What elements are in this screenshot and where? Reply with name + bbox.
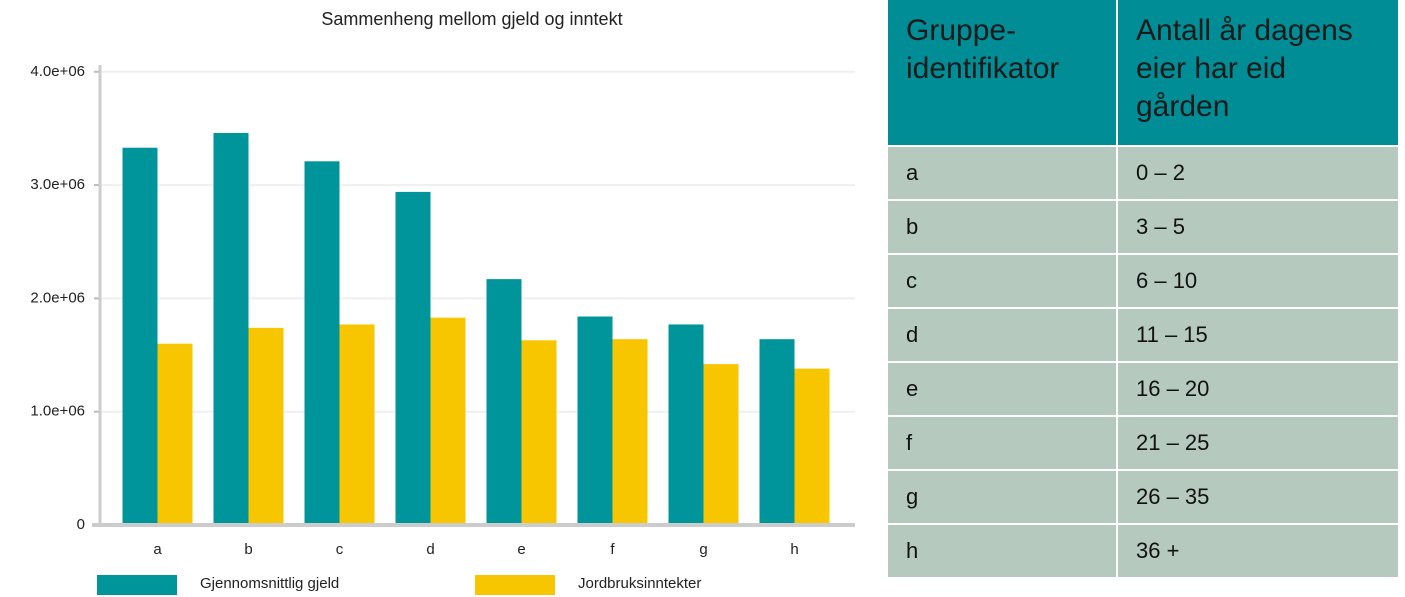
x-tick-label: a <box>153 541 162 558</box>
table-cell: 36 + <box>1117 524 1398 579</box>
bar <box>668 324 704 525</box>
y-tick-label: 4.0e+06 <box>30 63 85 80</box>
y-tick-label: 0 <box>77 516 85 533</box>
table-cell: c <box>888 254 1118 309</box>
x-tick-label: e <box>517 541 525 558</box>
y-tick-label: 2.0e+06 <box>30 289 85 306</box>
bar <box>248 327 284 525</box>
table-cell: b <box>888 200 1118 255</box>
table-cell: e <box>888 362 1118 417</box>
y-tick-label: 1.0e+06 <box>30 403 85 420</box>
bar <box>339 324 375 525</box>
table-cell: a <box>888 146 1118 201</box>
table-cell: d <box>888 308 1118 363</box>
table: Gruppe-identifikator Antall år dagens ei… <box>888 0 1398 579</box>
table-cell: g <box>888 470 1118 525</box>
x-tick-label: f <box>610 541 615 558</box>
legend-label: Gjennomsnittlig gjeld <box>200 575 339 592</box>
bar <box>703 364 739 525</box>
bar <box>304 161 340 525</box>
bar <box>521 340 557 525</box>
table-row: f 21 – 25 <box>888 416 1398 471</box>
x-tick-label: d <box>426 541 434 558</box>
bar <box>486 279 522 525</box>
chart: Sammenheng mellom gjeld og inntekt 0 1.0e… <box>30 9 855 595</box>
table-cell: 21 – 25 <box>1117 416 1398 471</box>
table-cell: 26 – 35 <box>1117 470 1398 525</box>
legend-label: Jordbruksinntekter <box>578 575 701 592</box>
table-cell: h <box>888 524 1118 579</box>
bar <box>430 317 466 525</box>
x-tick-label: h <box>790 541 798 558</box>
x-tick-label: g <box>699 541 707 558</box>
bar <box>157 343 193 525</box>
table-row: h 36 + <box>888 524 1398 579</box>
chart-title: Sammenheng mellom gjeld og inntekt <box>321 9 622 29</box>
table-row: e 16 – 20 <box>888 362 1398 417</box>
legend-swatch <box>97 575 177 595</box>
header-row: Gruppe-identifikator Antall år dagens ei… <box>888 0 1398 147</box>
bar <box>395 191 431 525</box>
table-cell: 0 – 2 <box>1117 146 1398 201</box>
table-cell: 6 – 10 <box>1117 254 1398 309</box>
bar <box>122 147 158 526</box>
bar <box>612 339 648 525</box>
table-cell: 11 – 15 <box>1117 308 1398 363</box>
table-cell: f <box>888 416 1118 471</box>
header-cell: Antall år dagens eier har eid gården <box>1117 0 1398 147</box>
table-row: d 11 – 15 <box>888 308 1398 363</box>
table-cell: 3 – 5 <box>1117 200 1398 255</box>
bar <box>577 316 613 525</box>
legend-swatch <box>475 575 555 595</box>
table-row: g 26 – 35 <box>888 470 1398 525</box>
header-cell: Gruppe-identifikator <box>888 0 1118 147</box>
x-tick-label: c <box>336 541 344 558</box>
x-tick-label: b <box>244 541 252 558</box>
y-tick-label: 3.0e+06 <box>30 176 85 193</box>
bar <box>759 339 795 525</box>
bar <box>794 368 830 525</box>
bar <box>213 132 249 526</box>
table-cell: 16 – 20 <box>1117 362 1398 417</box>
